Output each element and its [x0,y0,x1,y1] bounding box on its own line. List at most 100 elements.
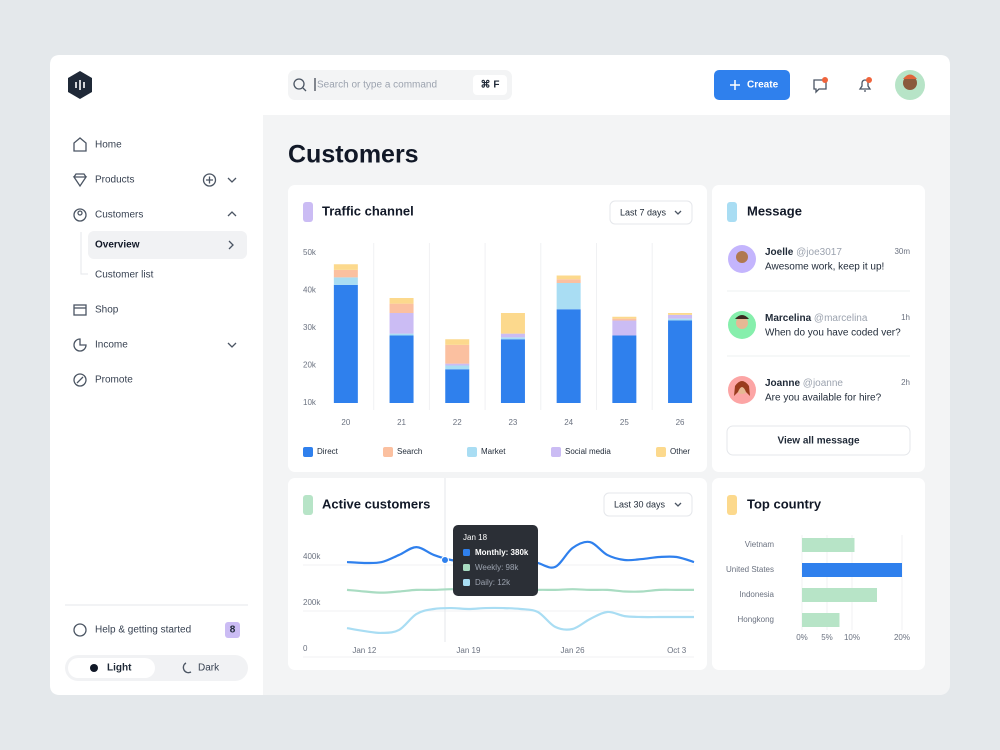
moon-icon [182,662,192,674]
bar-segment [333,284,358,403]
x-tick-label: 22 [453,418,462,427]
tooltip [453,525,538,596]
help-link[interactable]: Help & getting started [95,625,191,636]
bar-segment [445,365,470,370]
message-time: 1h [901,313,910,322]
create-label[interactable]: Create [747,80,779,91]
legend-swatch [383,447,393,457]
theme-label[interactable]: Dark [198,663,220,674]
card-marker [303,495,313,515]
legend-swatch [467,447,477,457]
badge-count: 8 [230,625,236,636]
theme-label[interactable]: Light [107,663,132,674]
message-sender: Joelle @joe3017 [765,247,842,258]
x-tick-label: 24 [564,418,573,427]
bar-segment [500,339,525,403]
x-tick-label: Jan 19 [456,646,481,655]
x-tick-label: Jan 12 [352,646,377,655]
y-tick-label: Vietnam [745,540,775,549]
message-list [727,245,910,404]
view-all-label[interactable]: View all message [777,436,860,447]
y-tick-label: 200k [303,598,321,607]
y-tick-label: 10k [303,398,317,407]
tooltip-title: Jan 18 [463,533,488,542]
x-tick-label: 5% [821,633,833,642]
tooltip-swatch [463,579,470,586]
shortcut: ⌘ F [481,80,500,91]
line-series [346,606,694,635]
nav-item[interactable]: Promote [95,375,133,386]
tooltip-line: Weekly: 98k [475,563,519,572]
nav-active[interactable] [88,231,247,259]
search-placeholder: Search or type a command [317,80,437,91]
dropdown-label[interactable]: Last 30 days [614,499,666,509]
hover-point [441,556,449,564]
legend-label: Direct [317,447,339,456]
view-all-button[interactable] [726,425,911,456]
sidebar [50,55,263,695]
bar-segment [500,333,525,338]
y-tick-label: 400k [303,552,321,561]
bar-segment [668,320,693,403]
search-icon [293,78,305,90]
card-marker [727,495,737,515]
x-tick-label: 20 [341,418,350,427]
y-tick-label: 20k [303,361,317,370]
bar-segment [333,277,358,285]
bar [802,563,902,577]
message-text: When do you have coded ver? [765,328,901,339]
message-sender: Joanne @joanne [765,378,843,389]
bar-segment [500,337,525,340]
bar [802,588,877,602]
bar-segment [612,316,637,319]
nav-item[interactable]: Overview [95,240,140,251]
message-sender: Marcelina @marcelina [765,313,868,324]
nav-item[interactable]: Home [95,140,122,151]
nav-item[interactable]: Shop [95,305,119,316]
create-button[interactable] [714,70,790,100]
legend-label: Market [481,447,506,456]
bar-segment [445,369,470,403]
nav-item[interactable]: Customers [95,210,143,221]
bar-segment [556,275,581,280]
nav-item[interactable]: Products [95,175,134,186]
message-text: Are you available for hire? [765,393,882,404]
x-tick-label: 0% [796,633,808,642]
y-tick-label: United States [726,565,774,574]
tree-line [80,232,88,275]
search-box[interactable] [288,70,512,100]
bar-segment [556,279,581,283]
sun-icon [90,664,98,672]
message-text: Awesome work, keep it up! [765,262,884,273]
dropdown-label[interactable]: Last 7 days [620,207,667,217]
x-tick-label: 25 [620,418,629,427]
x-tick-label: 23 [508,418,517,427]
theme-light[interactable] [68,658,155,678]
legend-swatch [303,447,313,457]
y-tick-label: 40k [303,286,317,295]
message-time: 2h [901,378,910,387]
bell-dot [866,77,872,83]
user-hat [903,74,917,79]
nav-icons [72,137,237,387]
bell-icon[interactable] [858,79,872,92]
bar [802,613,840,627]
chevron [674,210,682,215]
message-time: 30m [894,247,910,256]
nav-item[interactable]: Customer list [95,270,154,281]
bar-segment [668,313,693,315]
bar-segment [389,313,414,334]
user-face [903,76,917,90]
nav-item[interactable]: Income [95,340,128,351]
bar-segment [389,303,414,313]
logo-mark [75,80,85,90]
x-tick-label: 21 [397,418,406,427]
bar-segment [556,283,581,310]
x-tick-label: 20% [894,633,910,642]
dropdown[interactable] [609,200,693,225]
dropdown[interactable] [603,492,693,517]
bar-segment [556,309,581,403]
card-title: Traffic channel [322,203,414,218]
x-tick-label: Oct 3 [667,646,687,655]
